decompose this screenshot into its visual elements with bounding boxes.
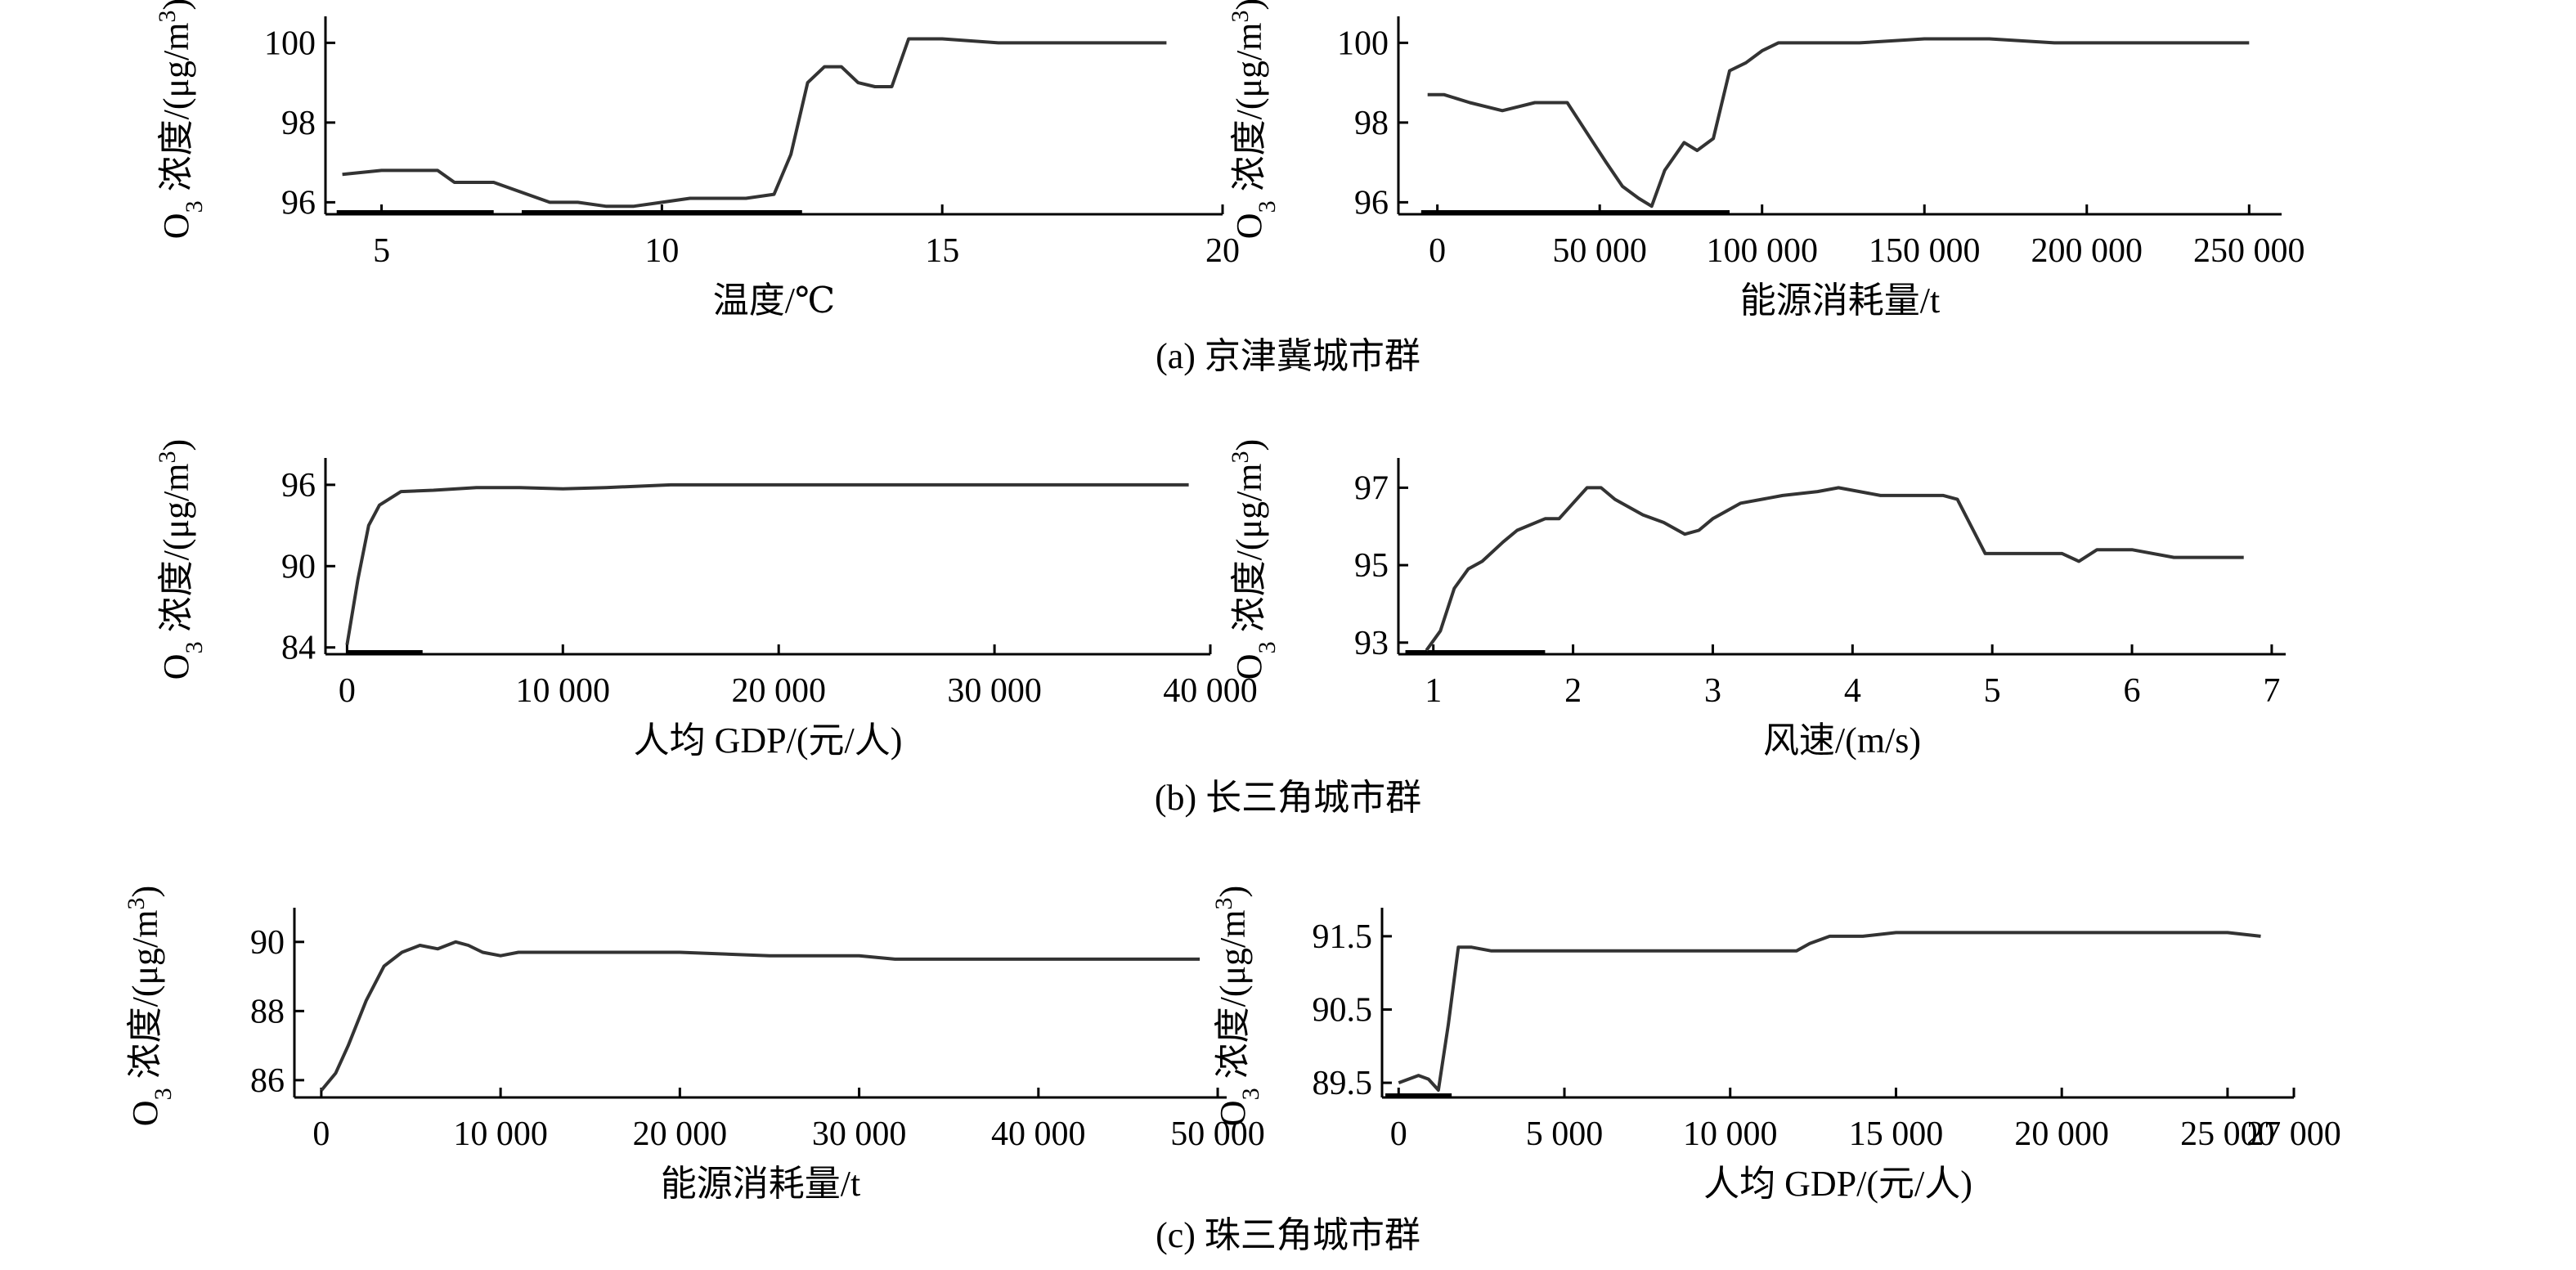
chart-panel-2: 96 98 100 0 50 000 100 000 150 000 200 000 250 0… [1227, 0, 2305, 321]
x-tick-label: 10 000 [516, 672, 611, 710]
x-tick-label: 40 000 [991, 1115, 1086, 1153]
series-line-1 [1425, 486, 2244, 652]
x-tick-label: 0 [1390, 1115, 1407, 1153]
y-axis-label: O3 浓度/(μg/m3) [123, 886, 177, 1126]
x-tick-label: 10 000 [453, 1115, 548, 1153]
y-tick-label: 84 [281, 630, 316, 667]
x-tick-label: 20 000 [731, 672, 826, 710]
chart-panel-6: 89.5 90.5 91.5 0 5 000 10 000 15 000 20 000 25 0… [1210, 886, 2341, 1204]
y-axis-label: O3 浓度/(μg/m3) [1210, 886, 1264, 1126]
y-axis-label: O3 浓度/(μg/m3) [154, 439, 208, 680]
x-tick-label: 10 000 [1683, 1115, 1778, 1153]
y-axis-label: O3 浓度/(μg/m3) [1227, 439, 1281, 680]
y-tick-label: 89.5 [1313, 1065, 1373, 1102]
y-tick-label: 86 [250, 1062, 285, 1100]
x-tick-label: 20 000 [2014, 1115, 2109, 1153]
chart-panel-4: 93 95 97 1 2 3 4 5 6 7 风速/(m/s) O3 浓度/(μg/m3) [1227, 439, 2286, 761]
y-tick-label: 100 [1337, 25, 1389, 62]
x-axis-label: 能源消耗量/t [661, 1164, 860, 1204]
x-tick-label: 5 [1984, 672, 2001, 710]
x-axis-label: 能源消耗量/t [1740, 280, 1940, 321]
chart-panel-5: 86 88 90 0 10 000 20 000 30 000 40 000 50 000 能源消… [123, 886, 1265, 1204]
x-tick-label: 50 000 [1170, 1115, 1265, 1153]
y-tick-label: 98 [281, 105, 316, 142]
x-tick-label: 100 000 [1706, 232, 1818, 270]
series-line-1 [1398, 931, 2261, 1092]
x-tick-label: 3 [1704, 672, 1721, 710]
x-tick-label: 15 [925, 232, 959, 270]
chart-panel-1: 96 98 100 5 10 15 20 温度/℃ O3 浓度/(μg/m3) [154, 0, 1241, 321]
x-tick-label: 6 [2124, 672, 2141, 710]
x-tick-label: 7 [2263, 672, 2280, 710]
y-tick-label: 88 [250, 993, 285, 1030]
x-tick-label: 20 [1205, 232, 1240, 270]
y-axis-label: O3 浓度/(μg/m3) [1227, 0, 1281, 239]
y-tick-label: 96 [1354, 184, 1389, 222]
x-tick-label: 4 [1844, 672, 1861, 710]
y-tick-label: 98 [1354, 105, 1389, 142]
x-tick-label: 27 000 [2246, 1115, 2341, 1153]
x-axis-label: 风速/(m/s) [1763, 720, 1921, 761]
y-tick-label: 97 [1354, 469, 1389, 507]
y-tick-label: 90 [281, 548, 316, 586]
chart-panel-3: 84 90 96 0 10 000 20 000 30 000 40 000 人均 GDP/(元… [154, 439, 1258, 761]
y-tick-label: 90.5 [1313, 991, 1373, 1029]
caption-2: (b) 长三角城市群 [1155, 778, 1421, 818]
y-tick-label: 95 [1354, 547, 1389, 585]
caption-1: (a) 京津冀城市群 [1156, 336, 1420, 376]
y-tick-label: 93 [1354, 625, 1389, 662]
x-axis-label: 人均 GDP/(元/人) [634, 720, 903, 761]
x-tick-label: 5 [373, 232, 390, 270]
x-tick-label: 2 [1564, 672, 1582, 710]
x-tick-label: 50 000 [1552, 232, 1647, 270]
x-axis-label: 人均 GDP/(元/人) [1703, 1164, 1972, 1204]
series-line-1 [1427, 37, 2250, 209]
x-tick-label: 0 [339, 672, 356, 710]
x-tick-label: 15 000 [1849, 1115, 1944, 1153]
x-tick-label: 20 000 [633, 1115, 728, 1153]
x-tick-label: 0 [1429, 232, 1446, 270]
series-line-1 [342, 37, 1167, 209]
series-line-1 [345, 482, 1189, 645]
x-tick-label: 150 000 [1869, 232, 1981, 270]
x-tick-label: 5 000 [1526, 1115, 1604, 1153]
x-tick-label: 40 000 [1163, 672, 1258, 710]
y-tick-label: 100 [264, 25, 316, 62]
x-axis-label: 温度/℃ [713, 280, 835, 321]
x-tick-label: 200 000 [2031, 232, 2143, 270]
x-tick-label: 30 000 [812, 1115, 907, 1153]
y-tick-label: 90 [250, 924, 285, 962]
caption-3: (c) 珠三角城市群 [1156, 1215, 1420, 1255]
x-tick-label: 25 000 [2180, 1115, 2275, 1153]
x-tick-label: 250 000 [2193, 232, 2305, 270]
x-tick-label: 0 [312, 1115, 330, 1153]
y-tick-label: 96 [281, 184, 316, 222]
y-axis-label: O3 浓度/(μg/m3) [154, 0, 208, 239]
series-line-1 [320, 940, 1200, 1092]
y-tick-label: 96 [281, 467, 316, 505]
x-tick-label: 30 000 [947, 672, 1042, 710]
y-tick-label: 91.5 [1313, 918, 1373, 956]
x-tick-label: 10 [644, 232, 679, 270]
x-tick-label: 1 [1425, 672, 1442, 710]
